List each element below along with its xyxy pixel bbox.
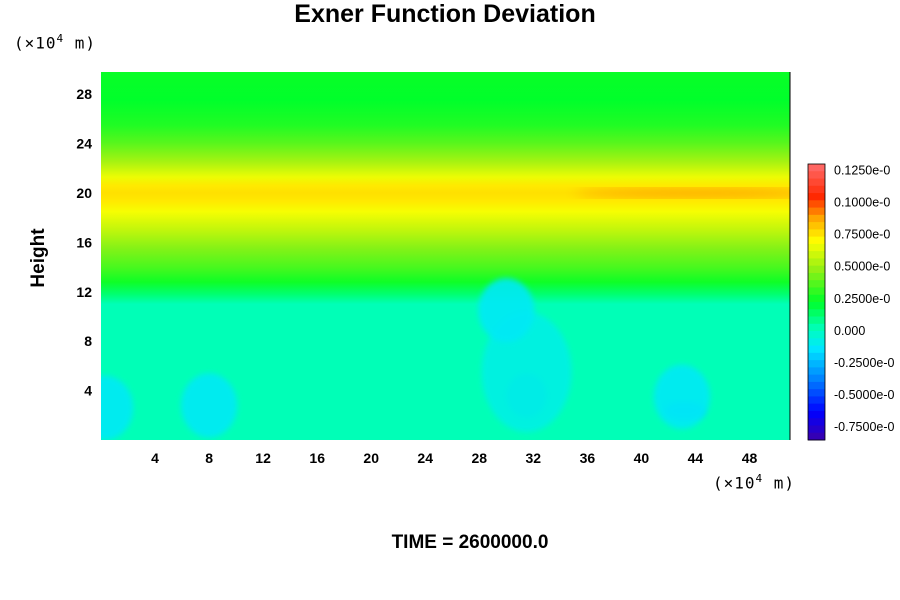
y-axis-ticks: 4 8 12 16 20 24 28 (76, 86, 92, 398)
colorbar-segment (808, 367, 825, 376)
colorbar-segment (808, 207, 825, 216)
chart-title: Exner Function Deviation (294, 0, 596, 28)
field-feature (653, 364, 710, 429)
colorbar-label: 0.5000e-0 (834, 260, 890, 274)
colorbar-segment (808, 396, 825, 405)
colorbar-segment (808, 272, 825, 281)
colorbar-label: 0.7500e-0 (834, 228, 890, 242)
colorbar-label: 0.000 (834, 324, 865, 338)
x-tick-label: 28 (472, 450, 488, 466)
colorbar-segment (808, 251, 825, 259)
x-tick-label: 44 (688, 450, 704, 466)
colorbar-label: 0.1000e-0 (834, 196, 890, 210)
colorbar-segment (808, 418, 825, 426)
colorbar-segment (808, 360, 825, 368)
field-feature (181, 373, 238, 438)
colorbar-label: -0.5000e-0 (834, 388, 895, 402)
colorbar-segment (808, 236, 825, 245)
colorbar-segment (808, 258, 825, 267)
x-tick-label: 16 (309, 450, 325, 466)
colorbar-segment (808, 309, 825, 317)
field-feature (575, 188, 790, 198)
colorbar-label: -0.7500e-0 (834, 420, 895, 434)
colorbar-segment (808, 403, 825, 412)
colorbar-segment (808, 345, 825, 354)
colorbar-segment (808, 214, 825, 223)
colorbar-segment (808, 229, 825, 238)
y-tick-label: 24 (76, 136, 92, 152)
colorbar-segment (808, 280, 825, 288)
colorbar-segment (808, 185, 825, 194)
plot-area (101, 72, 790, 440)
x-tick-label: 20 (363, 450, 379, 466)
colorbar-segment (808, 323, 825, 332)
colorbar-segment (808, 265, 825, 274)
colorbar-segment (808, 164, 825, 172)
x-tick-label: 8 (205, 450, 213, 466)
colorbar-segment (808, 338, 825, 346)
colorbar-segment (808, 425, 825, 434)
field-feature (478, 278, 535, 343)
y-tick-label: 8 (84, 333, 92, 349)
y-tick-label: 28 (76, 86, 92, 102)
colorbar-label: 0.1250e-0 (834, 163, 890, 177)
y-axis-unit: (×104 m) (14, 32, 97, 53)
colorbar-segment (808, 432, 825, 441)
colorbar-segment (808, 381, 825, 390)
colorbar-segment (808, 352, 825, 361)
colorbar-segment (808, 302, 825, 310)
colorbar-segment (808, 331, 825, 339)
colorbar-frame (807, 163, 826, 441)
colorbar-segment (808, 316, 825, 325)
colorbar-segment (808, 389, 825, 397)
field-feature (101, 375, 134, 440)
colorbar-segment (808, 243, 825, 252)
x-tick-label: 32 (526, 450, 542, 466)
y-tick-label: 12 (76, 284, 92, 300)
colorbar-label: 0.2500e-0 (834, 292, 890, 306)
x-tick-label: 12 (255, 450, 271, 466)
x-tick-label: 4 (151, 450, 159, 466)
colorbar-segment (808, 222, 825, 230)
colorbar-label: -0.2500e-0 (834, 356, 895, 370)
y-tick-label: 4 (84, 383, 92, 399)
y-tick-label: 16 (76, 234, 92, 250)
x-tick-label: 36 (580, 450, 596, 466)
colorbar-segment (808, 374, 825, 383)
x-tick-label: 24 (417, 450, 433, 466)
colorbar-segment (808, 287, 825, 296)
colorbar-segment (808, 200, 825, 208)
x-axis-ticks: 4 8 12 16 20 24 28 32 36 40 44 48 (151, 450, 757, 466)
field-features (101, 188, 790, 440)
time-label: TIME = 2600000.0 (391, 532, 549, 553)
colorbar: 0.1250e-0 0.1000e-0 0.7500e-0 0.5000e-0 0.25… (807, 163, 895, 441)
x-tick-label: 48 (742, 450, 758, 466)
colorbar-segment (808, 171, 825, 179)
y-tick-label: 20 (76, 185, 92, 201)
colorbar-segment (808, 294, 825, 303)
colorbar-segment (808, 193, 825, 201)
colorbar-segment (808, 178, 825, 187)
x-axis-unit: (×104 m) (713, 472, 796, 493)
colorbar-segment (808, 410, 825, 419)
x-tick-label: 40 (634, 450, 650, 466)
